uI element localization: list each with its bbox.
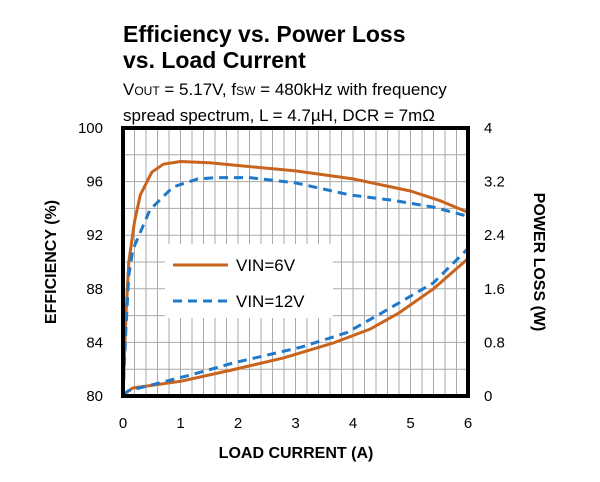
y-axis-label: EFFICIENCY (%) bbox=[43, 200, 60, 324]
x-tick-label: 1 bbox=[176, 415, 184, 432]
y2-tick-label: 0 bbox=[484, 388, 492, 405]
x-tick-label: 6 bbox=[464, 415, 472, 432]
y2-tick-label: 3.2 bbox=[484, 174, 505, 191]
x-tick-label: 3 bbox=[291, 415, 299, 432]
curves bbox=[121, 160, 470, 397]
y-tick-label: 84 bbox=[86, 334, 103, 351]
y2-tick-label: 2.4 bbox=[484, 227, 505, 244]
series-line-vin12v-power-loss bbox=[122, 247, 470, 396]
y2-tick-label: 0.8 bbox=[484, 334, 505, 351]
y2-axis-label: POWER LOSS (W) bbox=[530, 193, 547, 332]
y2-tick-label: 1.6 bbox=[484, 281, 505, 298]
chart-subtitle-line2: spread spectrum, L = 4.7µH, DCR = 7mΩ bbox=[123, 106, 435, 125]
y-tick-label: 96 bbox=[86, 174, 103, 191]
x-axis-label: LOAD CURRENT (A) bbox=[219, 445, 374, 462]
y-tick-label: 100 bbox=[78, 120, 103, 137]
legend: VIN=6V VIN=12V bbox=[165, 244, 333, 318]
x-tick-label: 5 bbox=[406, 415, 414, 432]
series-line-vin6v-efficiency bbox=[121, 160, 469, 397]
chart-title-line1: Efficiency vs. Power Loss bbox=[123, 21, 406, 47]
x-tick-label: 4 bbox=[349, 415, 357, 432]
tick-labels: 0 1 2 3 4 5 6 80 84 88 92 96 100 0 0.8 1.6 2.4 3.2 4 bbox=[78, 120, 505, 432]
y-tick-label: 92 bbox=[86, 227, 103, 244]
chart-title-line2: vs. Load Current bbox=[123, 47, 306, 73]
y-tick-label: 88 bbox=[86, 281, 103, 298]
x-tick-label: 0 bbox=[119, 415, 127, 432]
chart-subtitle-line1: VOUT = 5.17V, fSW = 480kHz with frequenc… bbox=[123, 80, 447, 99]
legend-label-6v: VIN=6V bbox=[236, 256, 296, 275]
y-tick-label: 80 bbox=[86, 388, 103, 405]
legend-box bbox=[165, 244, 333, 318]
series-line-vin12v-efficiency bbox=[121, 176, 469, 397]
plot-frame bbox=[121, 126, 470, 398]
x-tick-label: 2 bbox=[234, 415, 242, 432]
y2-tick-label: 4 bbox=[484, 120, 492, 137]
legend-label-12v: VIN=12V bbox=[236, 292, 305, 311]
